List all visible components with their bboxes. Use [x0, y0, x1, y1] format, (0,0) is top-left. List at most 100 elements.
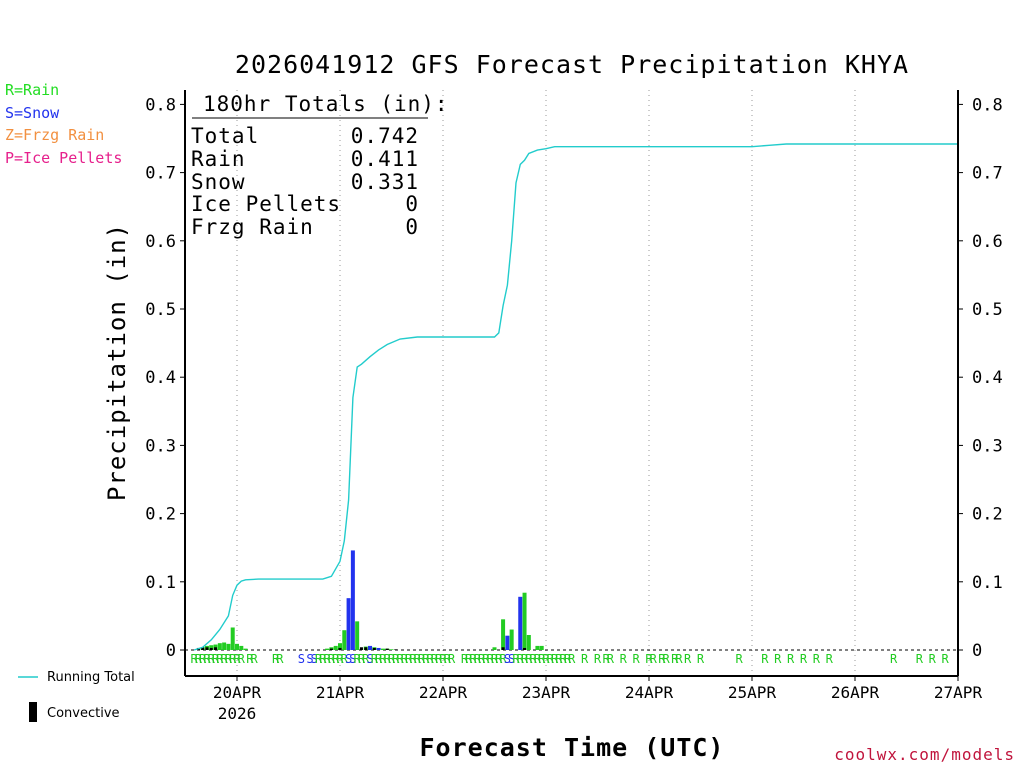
bar-rain [380, 648, 385, 650]
y-tick-label-right: 0.7 [972, 164, 1003, 184]
ptype-marker-rain: R [229, 652, 237, 666]
ptype-marker-rain: R [319, 652, 327, 666]
ptype-marker-rain: R [315, 652, 323, 666]
bar-convective [523, 647, 527, 650]
ptype-marker-rain: R [375, 652, 383, 666]
totals-label-ice-pellets: Ice Pellets [191, 192, 342, 216]
ptype-marker-rain: R [461, 652, 469, 666]
totals-value-snow: 0.331 [350, 170, 419, 194]
y-tick-label-left: 0.3 [145, 436, 176, 456]
ptype-marker-rain: R [276, 652, 284, 666]
ptype-marker-rain: R [560, 652, 568, 666]
ptype-marker-rain: R [581, 652, 589, 666]
ptype-marker-rain: R [568, 652, 576, 666]
bar-rain [355, 621, 360, 650]
ptype-marker-rain: R [547, 652, 555, 666]
ptype-marker-rain: R [487, 652, 495, 666]
ptype-marker-rain: R [774, 652, 782, 666]
ptype-marker-rain: R [208, 652, 216, 666]
ptype-marker-rain: R [469, 652, 477, 666]
ptype-marker-snow: S [504, 652, 511, 666]
ptype-marker-rain: R [448, 652, 456, 666]
x-tick-label: 20APR [213, 683, 262, 702]
ptype-marker-snow: S [508, 652, 515, 666]
ptype-marker-rain: R [650, 652, 658, 666]
convective-bars [196, 647, 527, 650]
ptype-marker-rain: R [251, 652, 259, 666]
ptype-marker-rain: R [633, 652, 641, 666]
ptype-marker-rain: R [371, 652, 379, 666]
ptype-marker-rain: R [392, 652, 400, 666]
bar-rain [209, 645, 214, 650]
bar-convective [359, 647, 363, 650]
ptype-marker-rain: R [478, 652, 486, 666]
ptype-marker-rain: R [929, 652, 937, 666]
ptype-marker-rain: R [663, 652, 671, 666]
ptype-marker-rain: R [495, 652, 503, 666]
ptype-marker-snow: S [298, 652, 305, 666]
ptype-marker-rain: R [826, 652, 834, 666]
ptype-marker-rain: R [328, 652, 336, 666]
ptype-marker-rain: R [607, 652, 615, 666]
bar-rain [217, 643, 222, 650]
bar-snow [368, 645, 373, 650]
ptype-marker-rain: R [195, 652, 203, 666]
y-tick-label-left: 0.5 [145, 300, 176, 320]
credit-link[interactable]: coolwx.com/models [834, 745, 1015, 764]
ptype-marker-rain: R [512, 652, 520, 666]
ptype-marker-rain: R [341, 652, 349, 666]
x-tick-label: 24APR [625, 683, 674, 702]
ptype-marker-rain: R [199, 652, 207, 666]
ptype-marker-rain: R [272, 652, 280, 666]
bar-rain [230, 627, 235, 650]
ptype-marker-rain: R [521, 652, 529, 666]
ptype-marker-rain: R [684, 652, 692, 666]
bar-convective [214, 647, 218, 650]
totals-label-snow: Snow [191, 170, 246, 194]
ptype-marker-rain: R [435, 652, 443, 666]
x-tick-label: 21APR [316, 683, 365, 702]
totals-label-rain: Rain [191, 147, 246, 171]
y-tick-label-right: 0.1 [972, 573, 1003, 593]
ptype-marker-rain: R [233, 652, 241, 666]
ptype-marker-rain: R [216, 652, 224, 666]
bar-convective [209, 647, 213, 650]
legend-snow: S=Snow [5, 104, 60, 122]
ptype-marker-rain: R [414, 652, 422, 666]
bar-convective [394, 649, 398, 650]
running-total-line [193, 143, 958, 651]
ptype-marker-rain: R [813, 652, 821, 666]
ptype-marker-rain: R [388, 652, 396, 666]
ptype-marker-rain: R [671, 652, 679, 666]
ptype-marker-rain: R [602, 652, 610, 666]
bar-rain [333, 645, 338, 650]
totals-value-rain: 0.411 [350, 147, 419, 171]
y-tick-label-left: 0.4 [145, 368, 176, 388]
ptype-marker-rain: R [517, 652, 525, 666]
ptype-marker-rain: R [564, 652, 572, 666]
totals-label-frzg-rain: Frzg Rain [191, 215, 314, 239]
y-tick-label-right: 0.8 [972, 95, 1003, 115]
grid-lines [185, 90, 958, 676]
ptype-marker-rain: R [431, 652, 439, 666]
ptype-marker-rain: R [409, 652, 417, 666]
ptype-marker-rain: R [916, 652, 924, 666]
y-tick-label-right: 0.3 [972, 436, 1003, 456]
bar-rain [342, 630, 347, 650]
ptype-marker-rain: R [542, 652, 550, 666]
bar-rain [222, 642, 227, 650]
ptype-marker-rain: R [422, 652, 430, 666]
ptype-marker-snow: S [366, 652, 373, 666]
ptype-marker-rain: R [465, 652, 473, 666]
bar-rain [501, 619, 506, 650]
totals-value-ice-pellets: 0 [405, 192, 419, 216]
ptype-marker-snow: S [311, 652, 318, 666]
ptype-marker-rain: R [491, 652, 499, 666]
legend-ice-pellets: P=Ice Pellets [5, 149, 123, 167]
bar-rain [526, 634, 531, 650]
bar-rain [539, 645, 544, 650]
ptype-marker-rain: R [362, 652, 370, 666]
y-tick-label-left: 0.2 [145, 505, 176, 525]
x-tick-label: 25APR [728, 683, 777, 702]
